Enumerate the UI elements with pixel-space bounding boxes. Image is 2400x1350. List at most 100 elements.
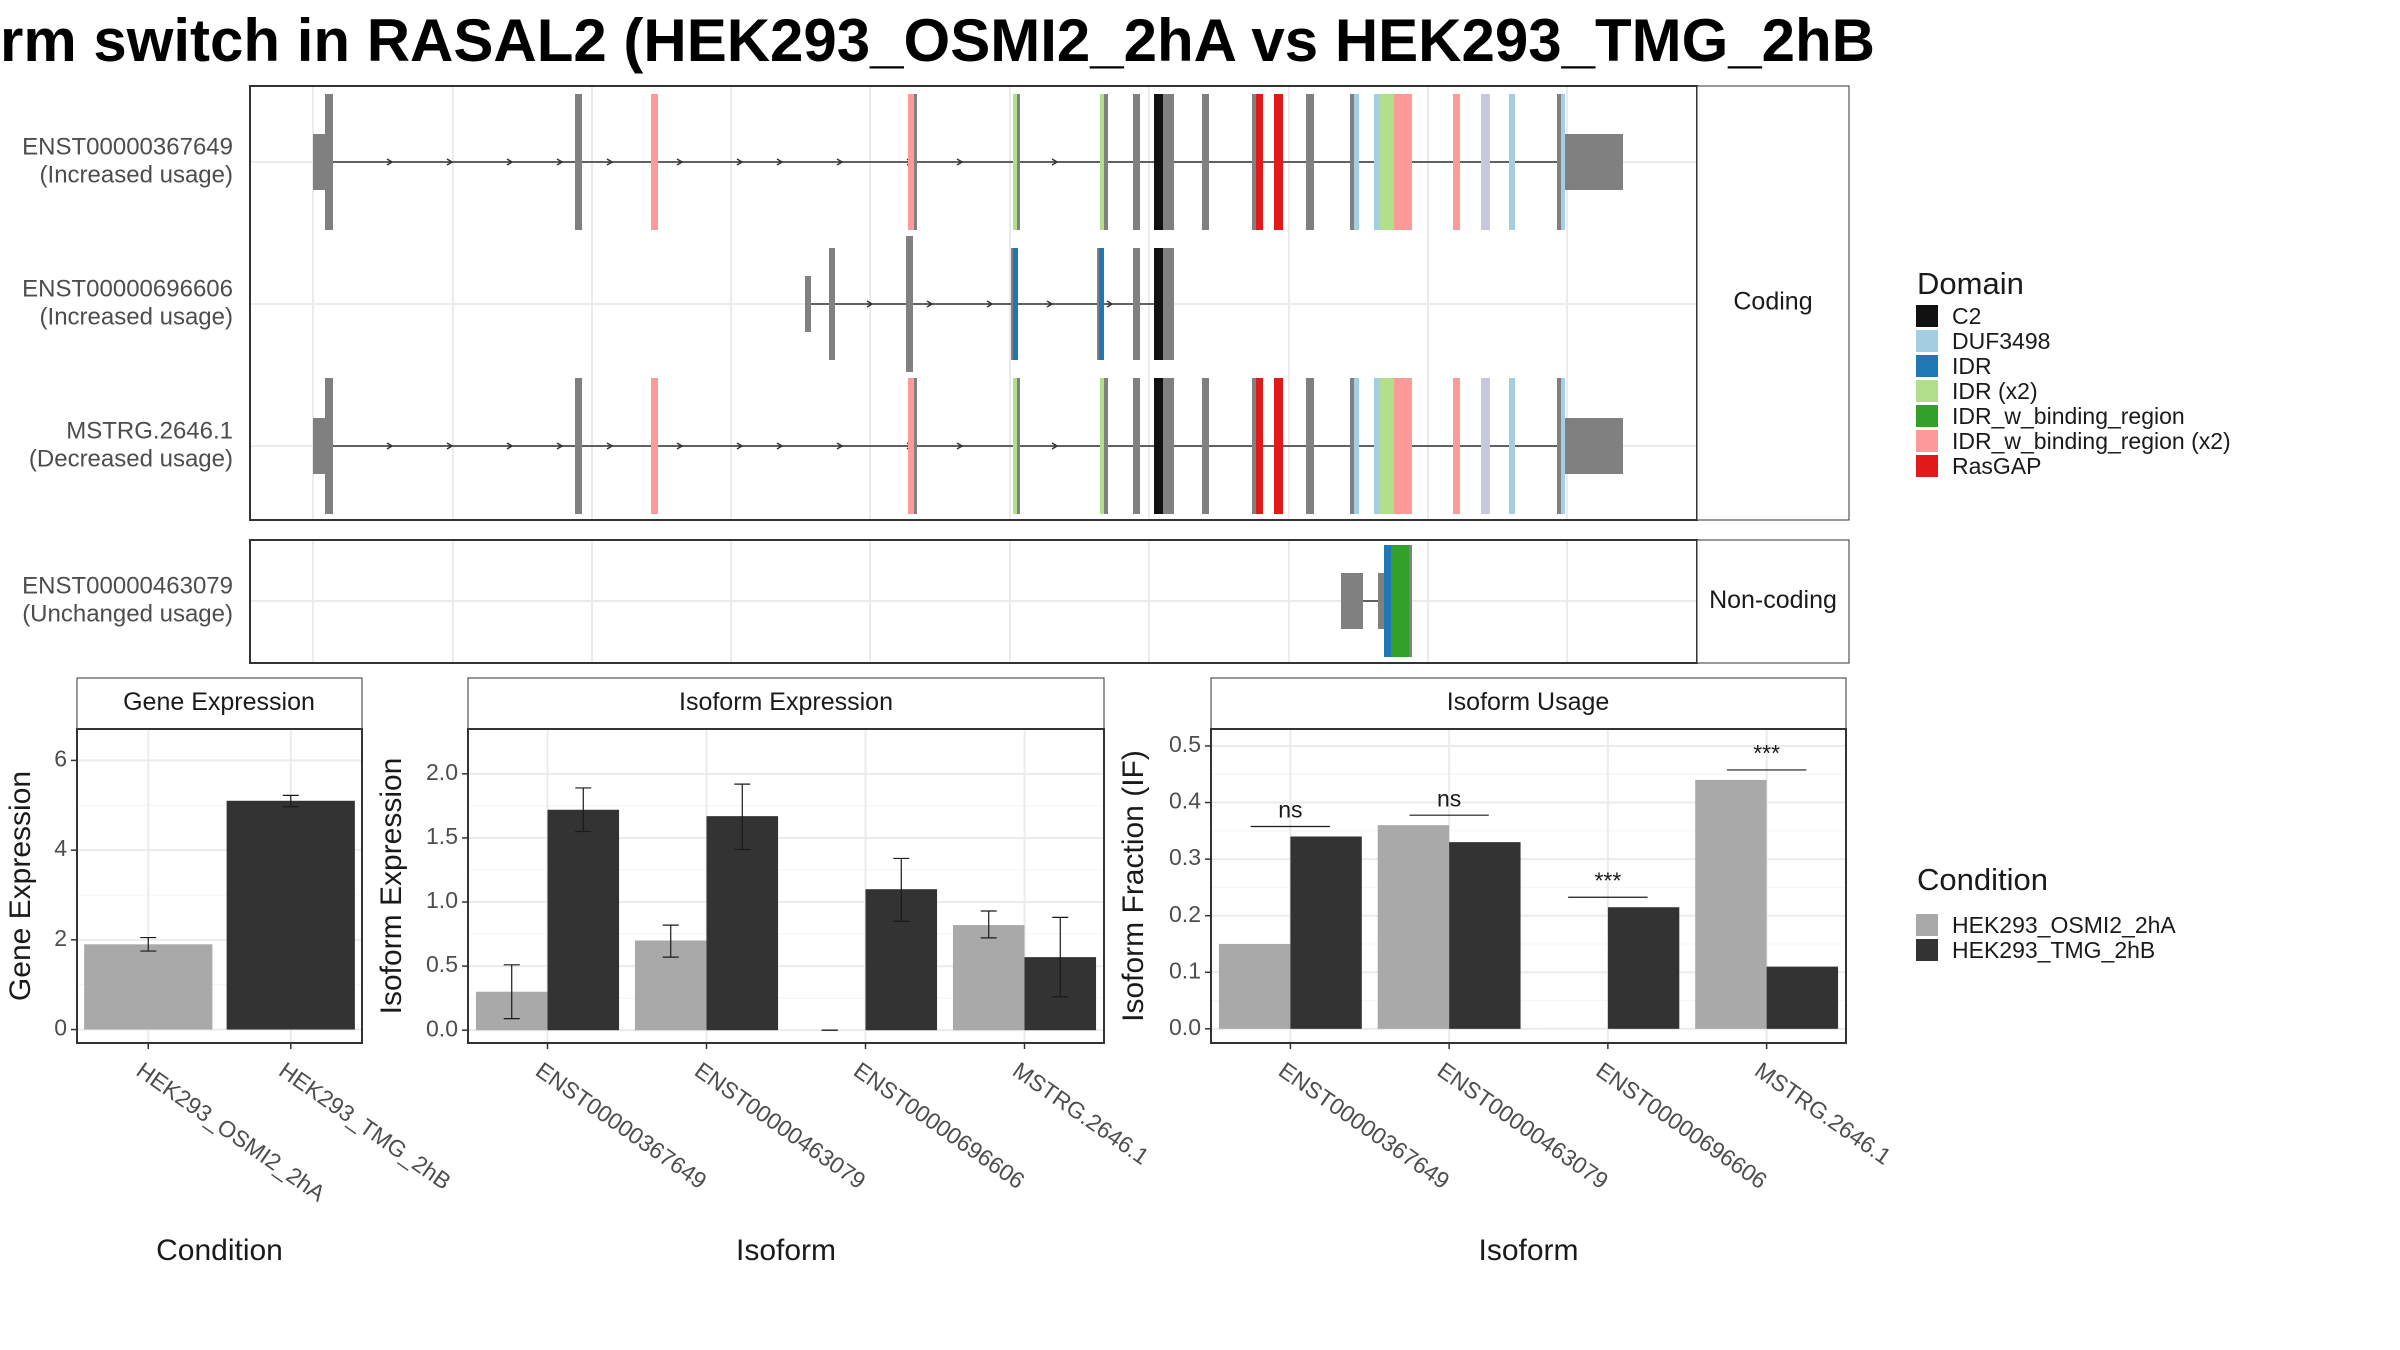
y-tick-label: 1.0 [426, 887, 458, 913]
domain-idr-w-binding-region-x2 [1394, 94, 1412, 230]
domain-idr-w-binding-region-x2 [651, 94, 658, 230]
domain-rasgap [1274, 94, 1283, 230]
x-axis-label: Isoform [1478, 1234, 1578, 1267]
domain-duf3498 [1374, 94, 1380, 230]
y-tick-label: 2.0 [426, 759, 458, 785]
facet-label: Non-coding [1709, 586, 1837, 614]
domain-idr-w-binding-region-x2 [908, 378, 914, 514]
domain-legend-label: C2 [1952, 303, 1981, 329]
title-container: he isoform switch in RASAL2 (HEK293_OSMI… [0, 0, 1880, 80]
strand-arrow [446, 442, 454, 450]
bar [84, 944, 213, 1030]
condition-legend-label: HEK293_OSMI2_2hA [1952, 912, 2176, 938]
transcript-usage-label: (Decreased usage) [29, 445, 233, 472]
domain-legend-label: IDR_w_binding_region [1952, 403, 2185, 429]
strand-arrow [836, 442, 844, 450]
domain-c2 [1154, 378, 1163, 514]
exon-cds [1163, 248, 1174, 360]
chart-panel-border [1210, 728, 1847, 1044]
domain-legend-swatch [1916, 305, 1938, 327]
y-tick-label: 0.3 [1169, 844, 1201, 870]
condition-legend-label: HEK293_TMG_2hB [1952, 937, 2155, 963]
significance-label: *** [1594, 867, 1621, 893]
chart-panel-border [76, 728, 363, 1044]
y-tick-label: 0.0 [1169, 1014, 1201, 1040]
transcript-usage-label: (Unchanged usage) [22, 600, 233, 627]
exon-cds [1557, 94, 1561, 230]
exon-cds [1306, 378, 1314, 514]
exon-cds [1306, 94, 1314, 230]
exon-cds [914, 94, 917, 230]
strand-arrow [386, 158, 394, 166]
y-axis-label: Isoform Expression [375, 758, 408, 1015]
significance-label: ns [1437, 785, 1461, 811]
domain-legend-label: RasGAP [1952, 453, 2041, 479]
domain-legend-label: IDR_w_binding_region (x2) [1952, 428, 2231, 454]
chart-title-strip [1210, 677, 1847, 730]
strand-arrow [506, 442, 514, 450]
bar [547, 809, 620, 1031]
strand-arrow [956, 158, 964, 166]
y-tick-label: 0.2 [1169, 901, 1201, 927]
strand-arrow [676, 442, 684, 450]
bar [706, 816, 779, 1031]
exon-cds [1104, 94, 1108, 230]
domain-idr-x2 [1100, 378, 1104, 514]
exon-utr [313, 418, 325, 474]
chart-title: Gene Expression [123, 688, 315, 716]
facet-label: Coding [1733, 288, 1812, 316]
exon-utr [805, 276, 811, 332]
domain-duf3498 [1354, 94, 1359, 230]
chart-title-strip [467, 677, 1105, 730]
domain-duf3498 [1374, 378, 1380, 514]
transcript-id-label: ENST00000367649 [22, 133, 233, 160]
domain-duf3498 [1354, 378, 1359, 514]
domain-idr-x2 [1100, 94, 1104, 230]
transcript-id-label: MSTRG.2646.1 [66, 417, 233, 444]
strand-arrow [736, 158, 744, 166]
exon-noncoding [1409, 545, 1412, 657]
domain-overlap [1481, 378, 1490, 514]
domain-rasgap [1256, 94, 1263, 230]
strand-arrow [986, 300, 994, 308]
chart-title: Isoform Usage [1447, 688, 1610, 716]
domain-duf3498 [1509, 378, 1515, 514]
bar [1766, 966, 1839, 1029]
strand-arrow [736, 442, 744, 450]
domain-duf3498 [1509, 94, 1515, 230]
strand-arrow [1051, 442, 1059, 450]
domain-legend-swatch [1916, 430, 1938, 452]
y-tick-label: 0.5 [426, 951, 458, 977]
domain-idr-w-binding-region-x2 [908, 94, 914, 230]
strand-arrow [776, 158, 784, 166]
domain-legend-label: DUF3498 [1952, 328, 2050, 354]
transcript-usage-label: (Increased usage) [40, 303, 233, 330]
domain-idr [1013, 248, 1018, 360]
x-tick-label: ENST00000367649 [1274, 1057, 1454, 1194]
domain-legend-title: Domain [1917, 266, 2024, 301]
domain-rasgap [1274, 378, 1283, 514]
transcript-id-label: ENST00000463079 [22, 572, 233, 599]
domain-legend-swatch [1916, 455, 1938, 477]
domain-overlap [1481, 94, 1490, 230]
strand-arrow [1106, 300, 1114, 308]
domain-c2 [1154, 248, 1163, 360]
y-axis-label: Isoform Fraction (IF) [1117, 750, 1150, 1022]
domain-idr [1099, 248, 1104, 360]
chart-title-strip [76, 677, 363, 730]
domain-rasgap [1256, 378, 1263, 514]
exon-cds [1017, 94, 1020, 230]
exon-cds [1163, 94, 1174, 230]
domain-idr-x2 [1380, 94, 1394, 230]
domain-idr-w-binding-region-x2 [651, 378, 658, 514]
exon-utr [1565, 418, 1623, 474]
exon-cds [1163, 378, 1174, 514]
strand-arrow [606, 158, 614, 166]
exon-cds [1133, 248, 1140, 360]
domain-duf3498 [1561, 378, 1565, 514]
bar [1695, 779, 1767, 1029]
exon-cds [575, 378, 582, 514]
exon-cds [575, 94, 582, 230]
strand-arrow [1046, 300, 1054, 308]
